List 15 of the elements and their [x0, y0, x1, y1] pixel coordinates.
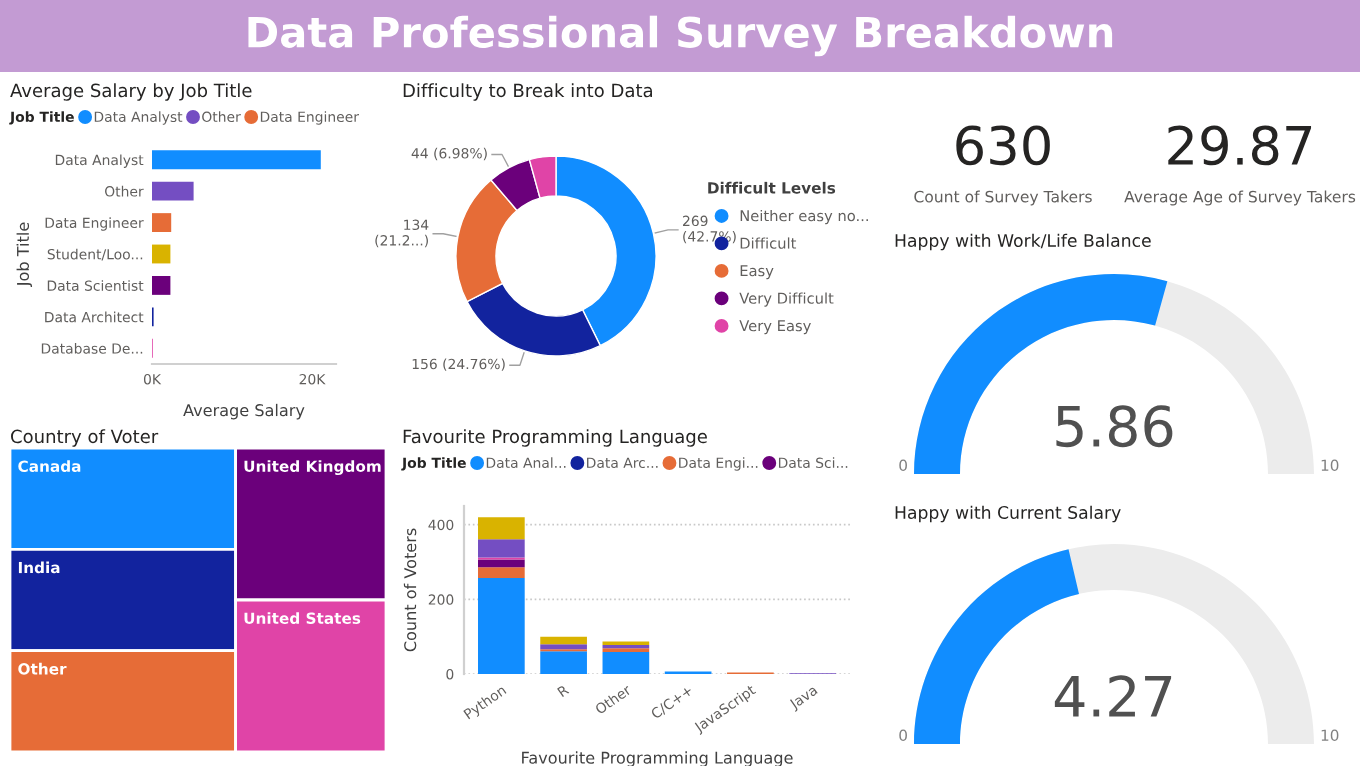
- text: Happy with Current Salary: [895, 505, 1121, 523]
- x-axis-title: Favourite Programming Language: [522, 751, 793, 766]
- data-label: 4.27: [1054, 675, 1172, 717]
- y-axis-title: Job Title: [16, 222, 33, 288]
- chart-title: Difficulty to Break into Data: [403, 83, 652, 101]
- text: Country of Voter: [11, 429, 159, 447]
- x-axis-title: Average Salary: [183, 403, 305, 420]
- data-label: 5.86: [1056, 405, 1173, 448]
- text: Data Professional Survey Breakdown: [248, 15, 1113, 57]
- data-label: 630: [956, 125, 1050, 166]
- text: Happy with Work/Life Balance: [895, 233, 1151, 251]
- data-label: 29.87: [1168, 125, 1312, 166]
- y-axis-title: Count of Voters: [403, 528, 417, 652]
- chart-title: Average Salary by Job Title: [10, 83, 252, 101]
- chart-title: Favourite Programming Language: [403, 429, 707, 447]
